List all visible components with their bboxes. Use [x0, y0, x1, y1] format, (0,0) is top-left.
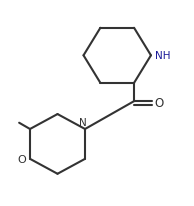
Text: O: O	[154, 97, 164, 110]
Text: N: N	[79, 117, 87, 127]
Text: NH: NH	[155, 51, 170, 61]
Text: O: O	[17, 154, 26, 164]
